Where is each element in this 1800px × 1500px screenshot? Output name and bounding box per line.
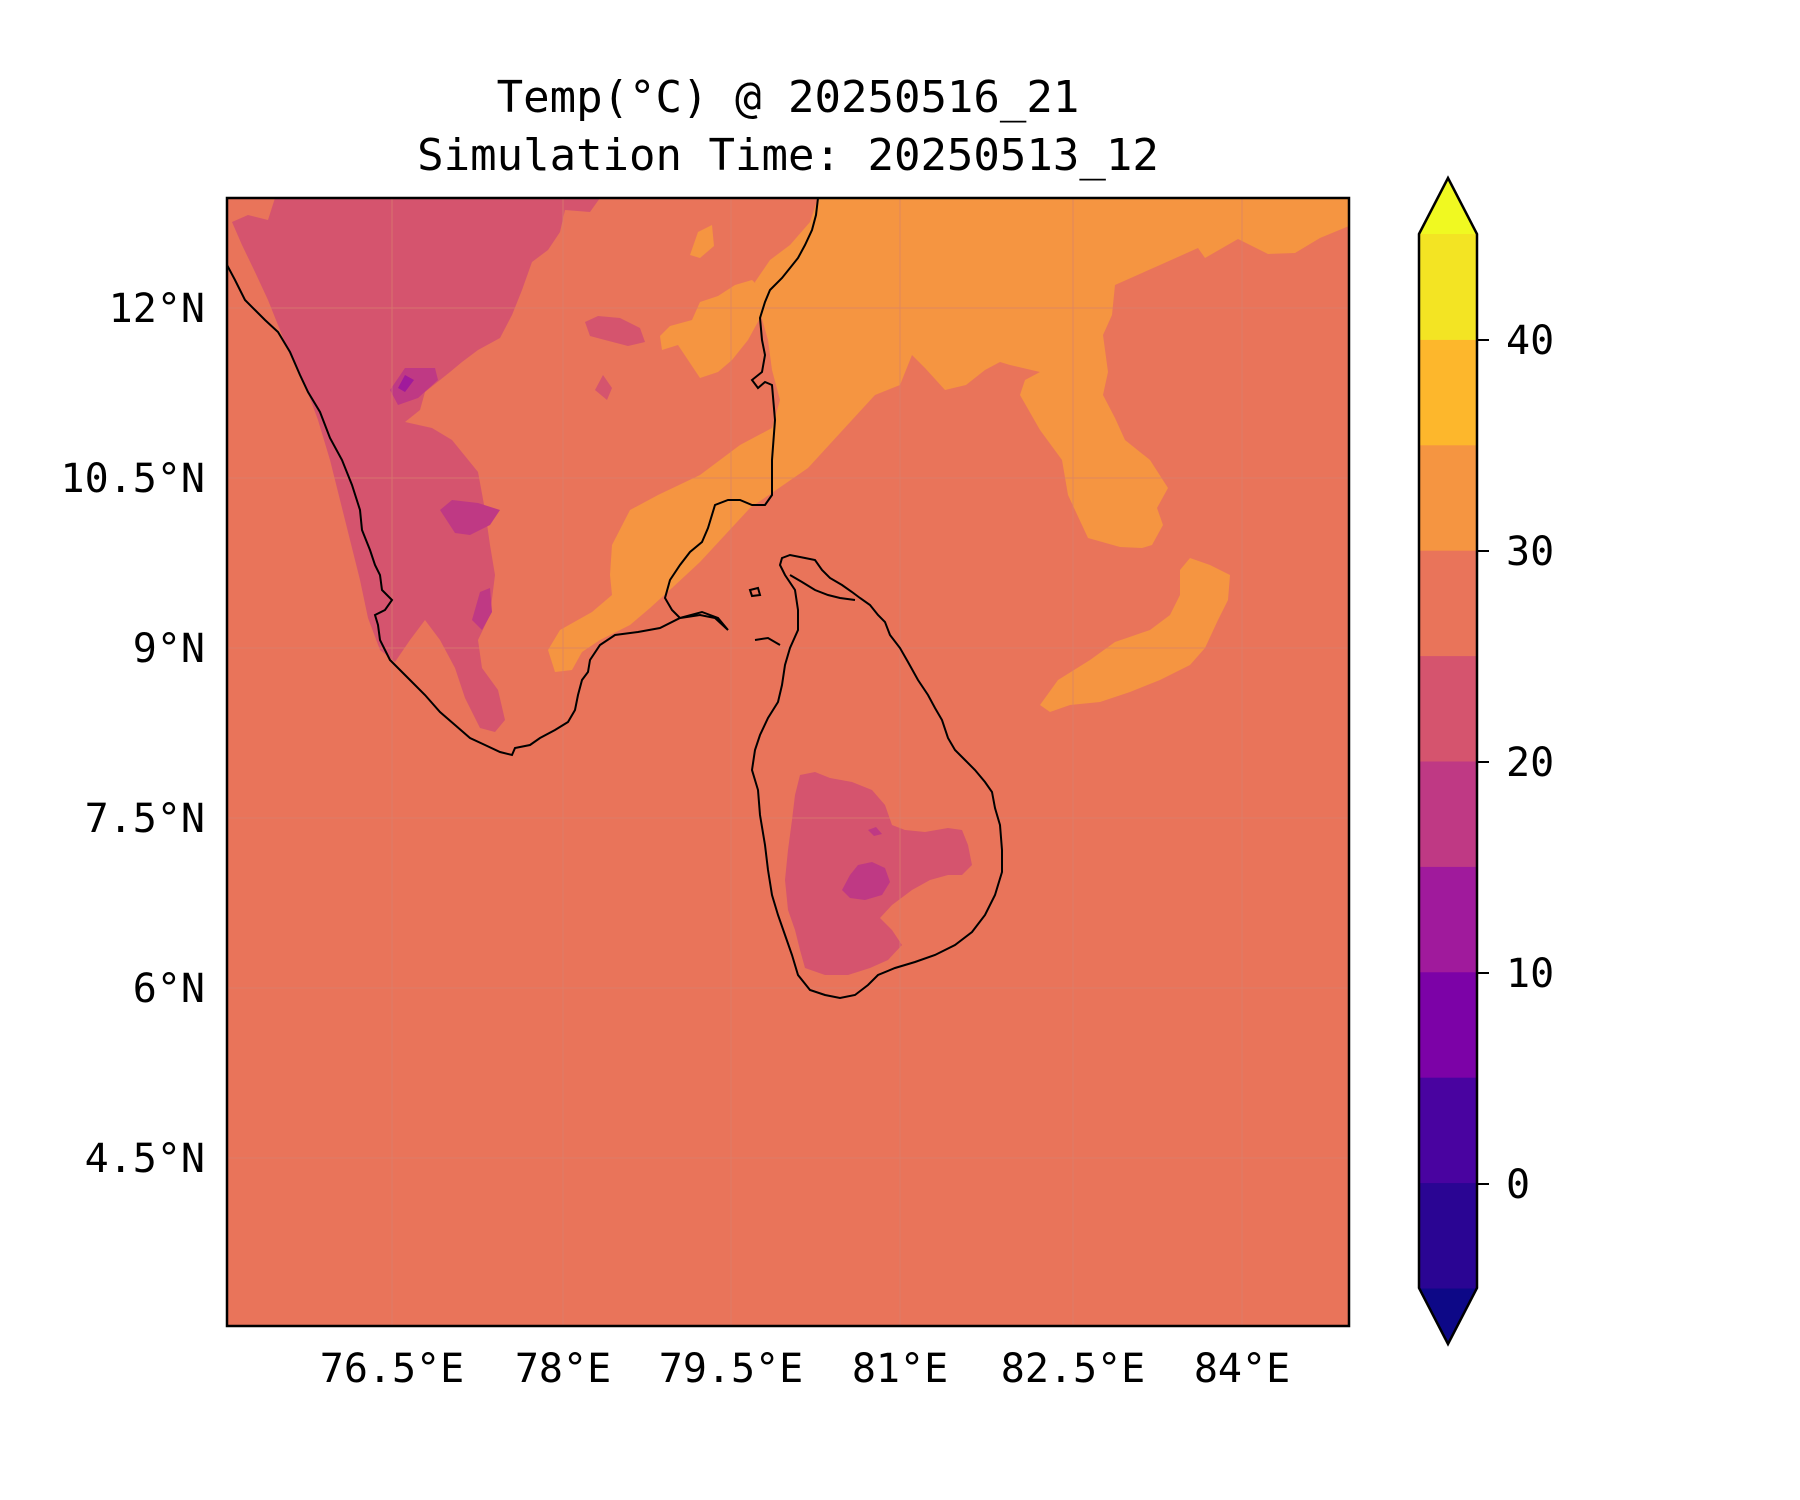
warm-region-bay	[548, 198, 1349, 672]
colorbar-segment	[1419, 761, 1477, 867]
coastline-srilanka	[750, 553, 1003, 1000]
warm-spot-2	[1210, 205, 1232, 232]
coastline-srilanka-inlet	[789, 574, 856, 601]
colorbar-extend-low	[1419, 1288, 1477, 1344]
warm-region-coast-patch	[660, 280, 768, 378]
lon-tick-label: 76.5°E	[320, 1346, 465, 1392]
warm-region-south-ne	[1040, 558, 1230, 712]
lon-tick-label: 84°E	[1194, 1346, 1290, 1392]
colorbar-tick-label: 10	[1506, 951, 1554, 997]
colorbar-segment	[1419, 339, 1477, 446]
colorbar-tick-label: 20	[1506, 740, 1554, 786]
cold-spot-1	[390, 368, 438, 405]
gridlines	[227, 198, 1349, 1326]
lat-tick-label: 12°N	[109, 286, 205, 332]
colorbar-extend-high	[1419, 178, 1477, 234]
title-line-1: Temp(°C) @ 20250516_21	[497, 72, 1080, 123]
lon-tick-label: 82.5°E	[1001, 1346, 1146, 1392]
colorbar-tick-label: 40	[1506, 318, 1554, 364]
lat-tick-label: 9°N	[133, 626, 205, 672]
lat-tick-label: 10.5°N	[61, 456, 206, 502]
colorbar-segment	[1419, 1077, 1477, 1184]
colorbar-outline	[1417, 175, 1479, 1347]
lon-tick-label: 79.5°E	[659, 1346, 804, 1392]
cold-spot-3	[472, 588, 492, 630]
cool-spot-east	[585, 316, 645, 346]
lon-axis: 76.5°E 78°E 79.5°E 81°E 82.5°E 84°E	[320, 1346, 1290, 1392]
map-panel	[227, 198, 1349, 1326]
coldest-spot	[398, 375, 414, 392]
lat-tick-label: 7.5°N	[85, 796, 205, 842]
coastline-islet-1	[748, 586, 762, 598]
cold-spot-2	[440, 500, 500, 535]
cold-dot-srilanka	[868, 827, 882, 836]
colorbar-segment	[1419, 1182, 1477, 1289]
title-line-2: Simulation Time: 20250513_12	[417, 130, 1159, 181]
lat-axis: 12°N 10.5°N 9°N 7.5°N 6°N 4.5°N	[61, 286, 206, 1182]
colorbar-tick-label: 30	[1506, 529, 1554, 575]
colorbar-segment	[1419, 550, 1477, 657]
colorbar-segment	[1419, 971, 1477, 1078]
coastline-india	[227, 198, 819, 757]
lon-tick-label: 78°E	[515, 1346, 611, 1392]
cool-spot-small	[595, 375, 612, 400]
cool-region-ghats	[232, 198, 600, 732]
colorbar-tick-label: 0	[1506, 1162, 1530, 1208]
colorbar	[1417, 175, 1479, 1347]
colorbar-segment	[1419, 866, 1477, 973]
colorbar-segment	[1419, 655, 1477, 762]
warm-spot-1	[690, 225, 714, 258]
lat-tick-label: 6°N	[133, 966, 205, 1012]
map-frame	[225, 196, 1351, 1328]
lon-tick-label: 81°E	[852, 1346, 948, 1392]
cold-spot-srilanka	[842, 862, 890, 900]
colorbar-segment	[1419, 234, 1477, 340]
colorbar-ticks: 40 30 20 10 0	[1477, 318, 1554, 1208]
lat-tick-label: 4.5°N	[85, 1136, 205, 1182]
coastline-islet-2	[754, 636, 781, 646]
colorbar-segment	[1419, 444, 1477, 551]
